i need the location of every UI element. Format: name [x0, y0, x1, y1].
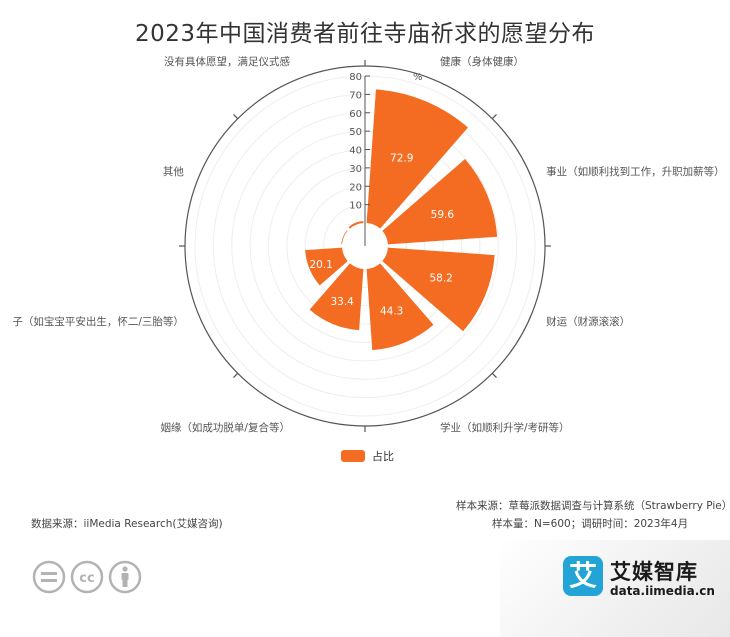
person-icon [108, 560, 142, 594]
legend-label: 占比 [372, 449, 394, 463]
bar-1 [366, 89, 468, 229]
data-label-3: 58.2 [429, 273, 452, 285]
radial-tick-label: 60 [349, 109, 362, 120]
brand-logo-icon: 艾 [563, 556, 603, 596]
radial-axis: 10 20 30 40 50 60 70 80% [349, 72, 423, 246]
category-labels: 健康（身体健康） 事业（如顺利找到工作，升职加薪等） 财运（财源滚滚） 学业（如顺利升… [12, 55, 724, 434]
radial-tick-label: 30 [349, 164, 362, 175]
angle-tick [491, 372, 497, 378]
cc-icon: cc [70, 560, 104, 594]
bar-7 [341, 230, 348, 245]
equal-icon [32, 560, 66, 594]
brand-name: 艾媒智库 [610, 560, 698, 584]
data-label-2: 59.6 [431, 209, 455, 221]
angle-tick [233, 372, 239, 378]
bar-layer: 72.9 59.6 58.2 44.3 33.4 20.1 0.41.1 [305, 89, 498, 351]
bar-8 [348, 221, 364, 229]
polar-bar-chart: 72.9 59.6 58.2 44.3 33.4 20.1 0.41.1 10 20 30 40 5… [12, 55, 724, 463]
brand-url: data.iimedia.cn [610, 584, 715, 598]
legend: 占比 [341, 449, 394, 463]
angle-tick [491, 114, 497, 120]
bar-3 [382, 247, 495, 332]
radial-tick-label: 70 [349, 90, 362, 101]
legend-swatch [341, 450, 365, 462]
bar-2 [382, 159, 498, 245]
category-label-2: 事业（如顺利找到工作，升职加薪等） [546, 165, 725, 178]
data-label-6: 20.1 [309, 259, 332, 271]
radial-tick-label: 80 [349, 72, 362, 83]
radial-unit-label: % [413, 72, 423, 83]
category-label-4: 学业（如顺利升学/考研等） [440, 421, 570, 434]
data-label-7: 0.4 [327, 229, 344, 241]
category-label-8: 没有具体愿望，满足仪式感 [164, 55, 290, 68]
bar-4 [366, 263, 434, 351]
radial-tick-label: 10 [349, 201, 362, 212]
category-label-6: 子（如宝宝平安出生，怀二/三胎等） [12, 315, 184, 328]
data-source: 数据来源：iiMedia Research(艾媒咨询) [31, 518, 223, 530]
angle-tick [233, 114, 239, 120]
svg-text:cc: cc [79, 571, 94, 586]
bar-6 [305, 247, 348, 286]
data-label-5: 33.4 [330, 296, 354, 308]
radial-tick-label: 50 [349, 127, 362, 138]
brand-panel [500, 540, 730, 637]
sample-size: 样本量：N=600；调研时间：2023年4月 [492, 518, 689, 530]
bar-5 [309, 263, 364, 331]
category-label-5: 姻缘（如成功脱单/复合等） [160, 421, 290, 434]
category-label-1: 健康（身体健康） [440, 55, 524, 68]
category-label-7: 其他 [163, 165, 184, 178]
sample-source: 样本来源：草莓派数据调查与计算系统（Strawberry Pie） [456, 500, 730, 512]
chart-title: 2023年中国消费者前往寺庙祈求的愿望分布 [134, 21, 596, 47]
radial-tick-label: 20 [349, 182, 362, 193]
category-label-3: 财运（财源滚滚） [546, 315, 630, 328]
license-icons: cc [32, 560, 142, 594]
radial-tick-label: 40 [349, 146, 362, 157]
data-label-4: 44.3 [380, 305, 403, 317]
data-label-8: 1.1 [344, 211, 361, 223]
data-label-1: 72.9 [390, 152, 413, 164]
